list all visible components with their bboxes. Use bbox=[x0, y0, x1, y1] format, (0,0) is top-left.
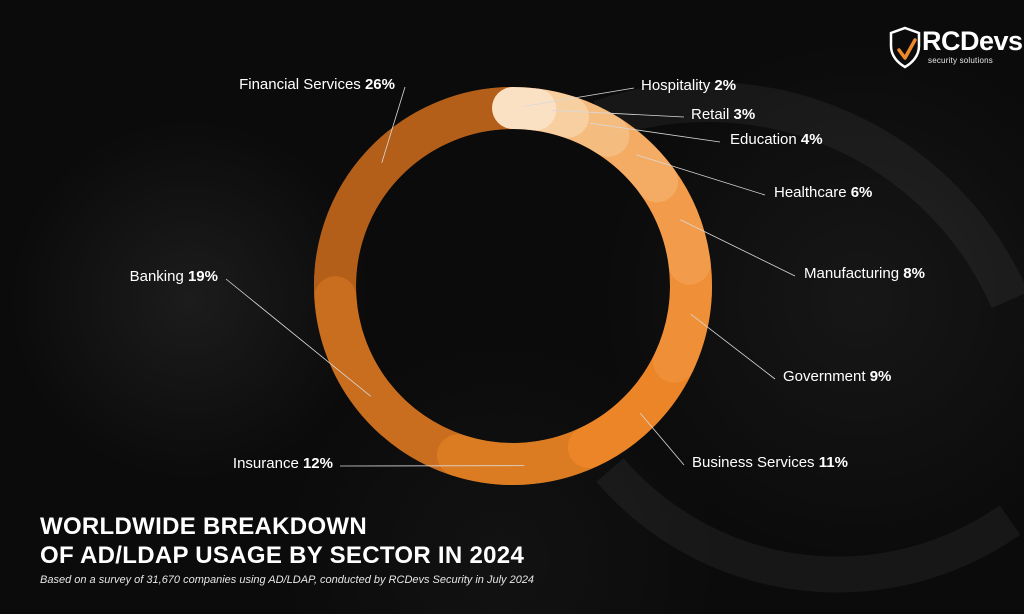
leader-line-retail bbox=[552, 109, 685, 118]
leader-line-business-services bbox=[639, 413, 685, 466]
brand-logo: RCDevs security solutions bbox=[888, 22, 1023, 72]
watermark-arc bbox=[596, 458, 1021, 593]
leader-line-government bbox=[690, 313, 776, 380]
chart-subtitle: Based on a survey of 31,670 companies us… bbox=[40, 574, 535, 586]
label-government: Government 9% bbox=[783, 368, 891, 385]
leader-line-financial-services bbox=[381, 86, 406, 163]
brand-tagline: security solutions bbox=[928, 56, 993, 65]
leader-line-education bbox=[589, 122, 721, 143]
label-healthcare: Healthcare 6% bbox=[774, 184, 872, 201]
brand-name: RCDevs bbox=[922, 26, 1023, 56]
label-business-services: Business Services 11% bbox=[692, 454, 848, 471]
slice-banking bbox=[314, 276, 479, 477]
label-insurance: Insurance 12% bbox=[233, 455, 333, 472]
leader-line-healthcare bbox=[636, 154, 766, 196]
chart-title-line-1: WORLDWIDE BREAKDOWN bbox=[40, 513, 367, 540]
label-manufacturing: Manufacturing 8% bbox=[804, 265, 925, 282]
chart-title-line-2: OF AD/LDAP USAGE BY SECTOR IN 2024 bbox=[40, 542, 525, 569]
label-education: Education 4% bbox=[730, 131, 823, 148]
slice-financial-services bbox=[314, 87, 534, 319]
label-retail: Retail 3% bbox=[691, 106, 755, 123]
leader-line-hospitality bbox=[524, 87, 635, 107]
slice-hospitality bbox=[492, 87, 557, 131]
label-financial-services: Financial Services 26% bbox=[239, 76, 395, 93]
watermark-logo bbox=[593, 82, 1024, 593]
label-banking: Banking 19% bbox=[130, 268, 218, 285]
label-hospitality: Hospitality 2% bbox=[641, 77, 736, 94]
shield-icon bbox=[889, 26, 921, 69]
watermark-arc bbox=[593, 82, 1024, 309]
leader-line-manufacturing bbox=[680, 219, 796, 277]
leader-line-banking bbox=[225, 278, 372, 397]
chart-title: WORLDWIDE BREAKDOWN OF AD/LDAP USAGE BY … bbox=[40, 512, 524, 570]
